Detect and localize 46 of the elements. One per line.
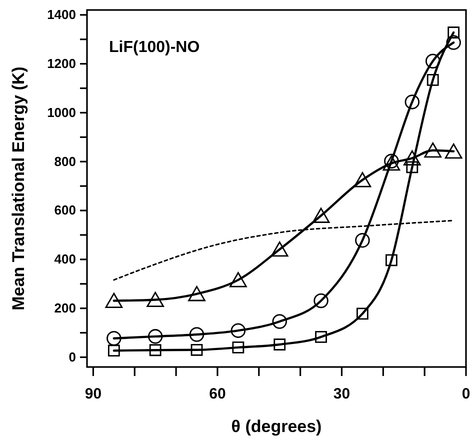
- y-tick-label: 400: [54, 252, 76, 267]
- y-tick-label: 600: [54, 202, 76, 218]
- point: [448, 26, 460, 38]
- x-tick-label: 90: [84, 386, 102, 403]
- x-tick-label: 30: [333, 386, 350, 403]
- y-axis-title: Mean Translational Energy (K): [9, 66, 28, 310]
- y-tick-label: 800: [54, 154, 76, 169]
- point: [406, 161, 418, 174]
- point: [232, 341, 244, 354]
- annotation: LiF(100)-NO: [109, 39, 200, 56]
- x-axis-title: θ (degrees): [231, 417, 322, 436]
- point: [355, 232, 370, 248]
- point: [354, 172, 372, 188]
- y-tick-label: 1200: [47, 56, 76, 71]
- point: [190, 344, 203, 356]
- point: [426, 74, 439, 86]
- point: [188, 286, 206, 302]
- point: [386, 254, 398, 266]
- point: [314, 293, 328, 308]
- point: [108, 344, 120, 357]
- point: [148, 329, 163, 344]
- point: [446, 35, 461, 50]
- y-tick-label: 200: [54, 300, 76, 316]
- y-tick-label: 0: [68, 349, 76, 364]
- point: [146, 292, 164, 308]
- point: [315, 330, 327, 343]
- point: [272, 314, 287, 329]
- point: [312, 208, 330, 223]
- y-tick-label: 1400: [47, 7, 76, 22]
- point: [189, 327, 204, 342]
- point: [230, 323, 246, 338]
- point: [444, 143, 462, 159]
- x-tick-label: 0: [462, 386, 470, 403]
- point: [424, 142, 442, 158]
- x-tick-label: 60: [209, 386, 226, 403]
- point: [425, 54, 440, 68]
- point: [105, 292, 123, 308]
- point: [106, 331, 122, 346]
- y-tick-label: 1000: [47, 104, 76, 120]
- point: [403, 150, 421, 166]
- point: [230, 272, 247, 288]
- point: [270, 241, 288, 257]
- point: [356, 308, 368, 320]
- point: [149, 344, 162, 356]
- point: [404, 94, 420, 110]
- point: [274, 338, 286, 350]
